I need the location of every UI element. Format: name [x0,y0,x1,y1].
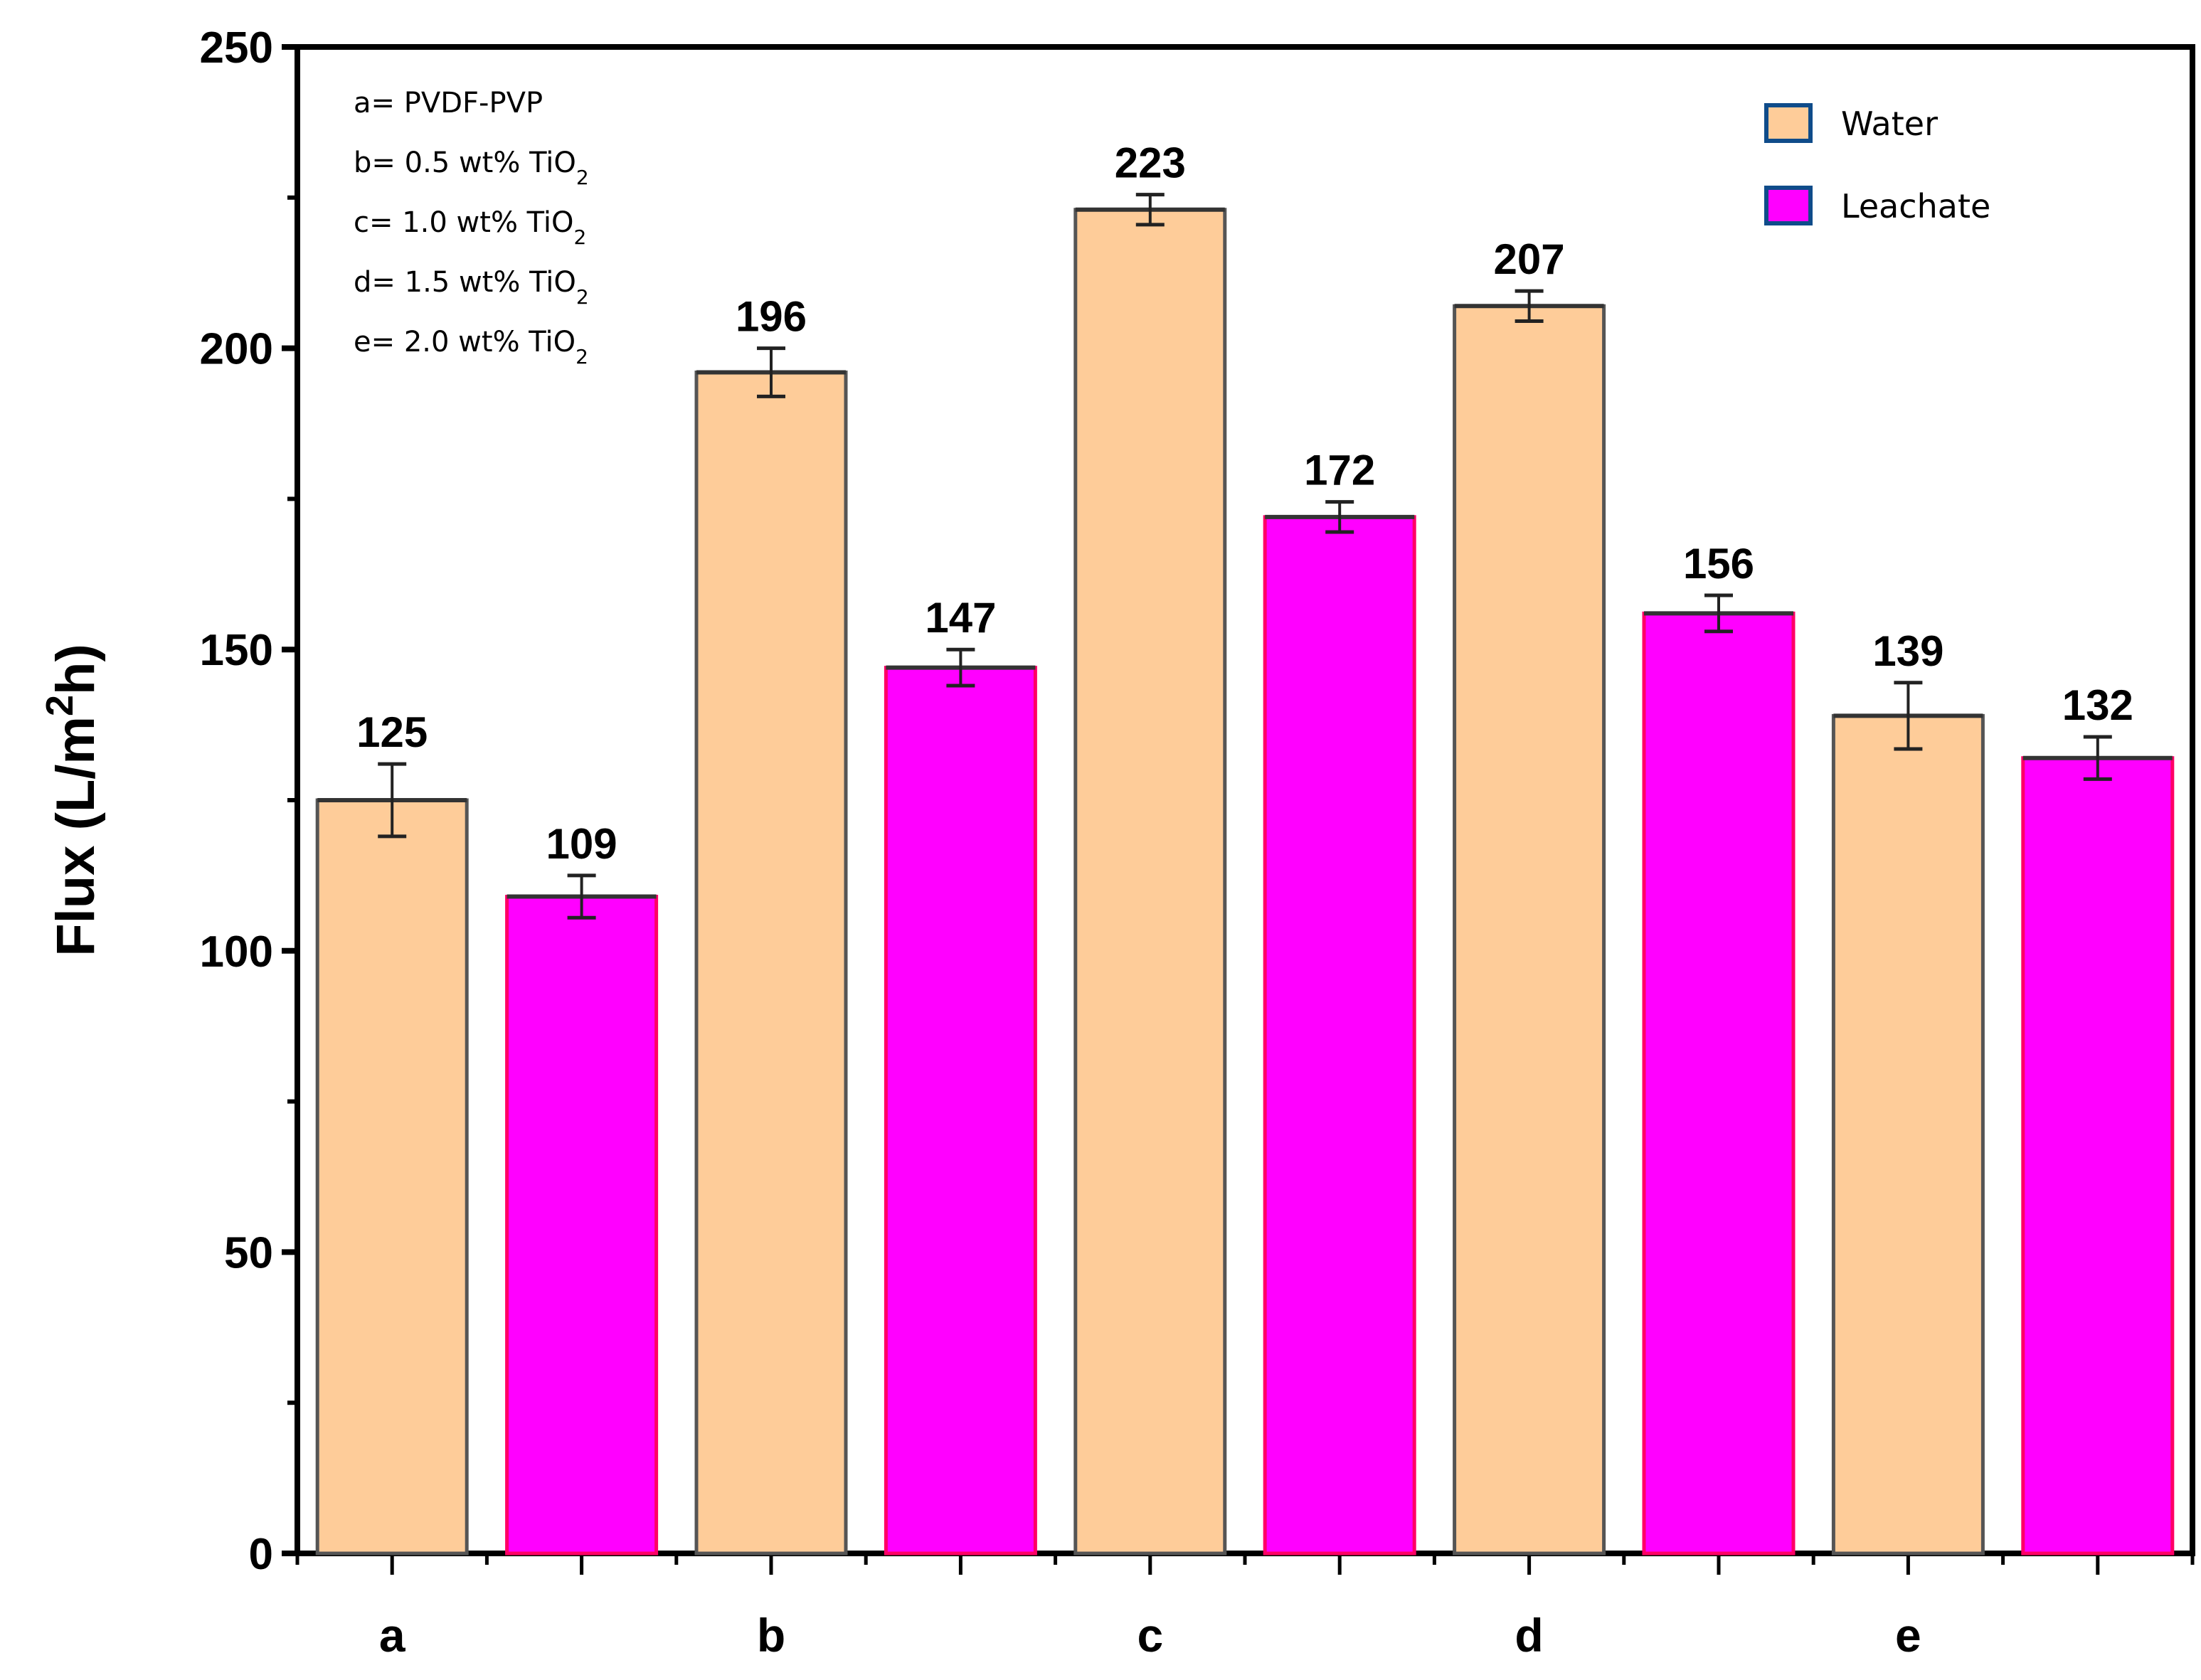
x-category-label: c [1137,1609,1163,1662]
bar-value-label: 147 [925,594,996,642]
sample-key-annotation: a= PVDF-PVP b= 0.5 wt% TiO2 c= 1.0 wt% TiO… [354,87,589,368]
x-category-label: b [757,1609,785,1662]
legend-swatch-water [1764,103,1813,143]
x-category-label: d [1515,1609,1543,1662]
bar-value-label: 172 [1304,447,1375,494]
bar-a-water: 125 [315,708,469,1556]
bar-c-leachate: 172 [1263,447,1416,1556]
x-category-label: a [379,1609,406,1662]
bars: 125 109 196 147 223 172 207 156 139 132 [315,139,2175,1556]
legend-label: Water [1841,105,1938,143]
bar-value-label: 223 [1115,139,1186,187]
bar-value-label: 196 [736,293,807,341]
sample-key-line-b: b= 0.5 wt% TiO2 [354,147,589,189]
x-category-label: e [1895,1609,1921,1662]
legend: Water Leachate [1764,103,1990,225]
y-tick-label: 200 [200,325,273,374]
x-axis: a b c d e [295,1553,2195,1662]
y-tick-label: 50 [224,1228,273,1277]
sample-key-line-a: a= PVDF-PVP [354,87,543,119]
bar-e-leachate: 132 [2021,681,2175,1556]
bar-b-leachate: 147 [884,594,1037,1556]
bar-value-label: 109 [546,820,617,868]
bar-value-label: 132 [2062,681,2133,729]
y-tick-label: 100 [200,927,273,977]
sample-key-line-e: e= 2.0 wt% TiO2 [354,326,588,368]
sample-key-line-c: c= 1.0 wt% TiO2 [354,206,586,249]
bar-a-leachate: 109 [505,820,659,1556]
y-axis: 0 50 100 150 200 250 [200,23,297,1579]
bar-value-label: 207 [1494,235,1565,283]
legend-label: Leachate [1841,187,1990,225]
legend-swatch-leachate [1764,186,1813,225]
legend-item-leachate: Leachate [1764,186,1990,225]
bar-b-water: 196 [694,293,848,1556]
bar-d-leachate: 156 [1642,540,1796,1556]
bar-value-label: 139 [1872,627,1943,675]
sample-key-line-d: d= 1.5 wt% TiO2 [354,266,589,309]
y-axis-title: Flux (L/m2h) [38,644,106,957]
bar-d-water: 207 [1453,235,1606,1556]
bar-value-label: 156 [1683,540,1754,588]
bar-e-water: 139 [1831,627,1985,1556]
bar-value-label: 125 [356,708,428,756]
y-tick-label: 150 [200,626,273,675]
y-tick-label: 0 [249,1530,273,1579]
y-tick-label: 250 [200,23,273,73]
bar-c-water: 223 [1073,139,1227,1556]
legend-item-water: Water [1764,103,1938,143]
